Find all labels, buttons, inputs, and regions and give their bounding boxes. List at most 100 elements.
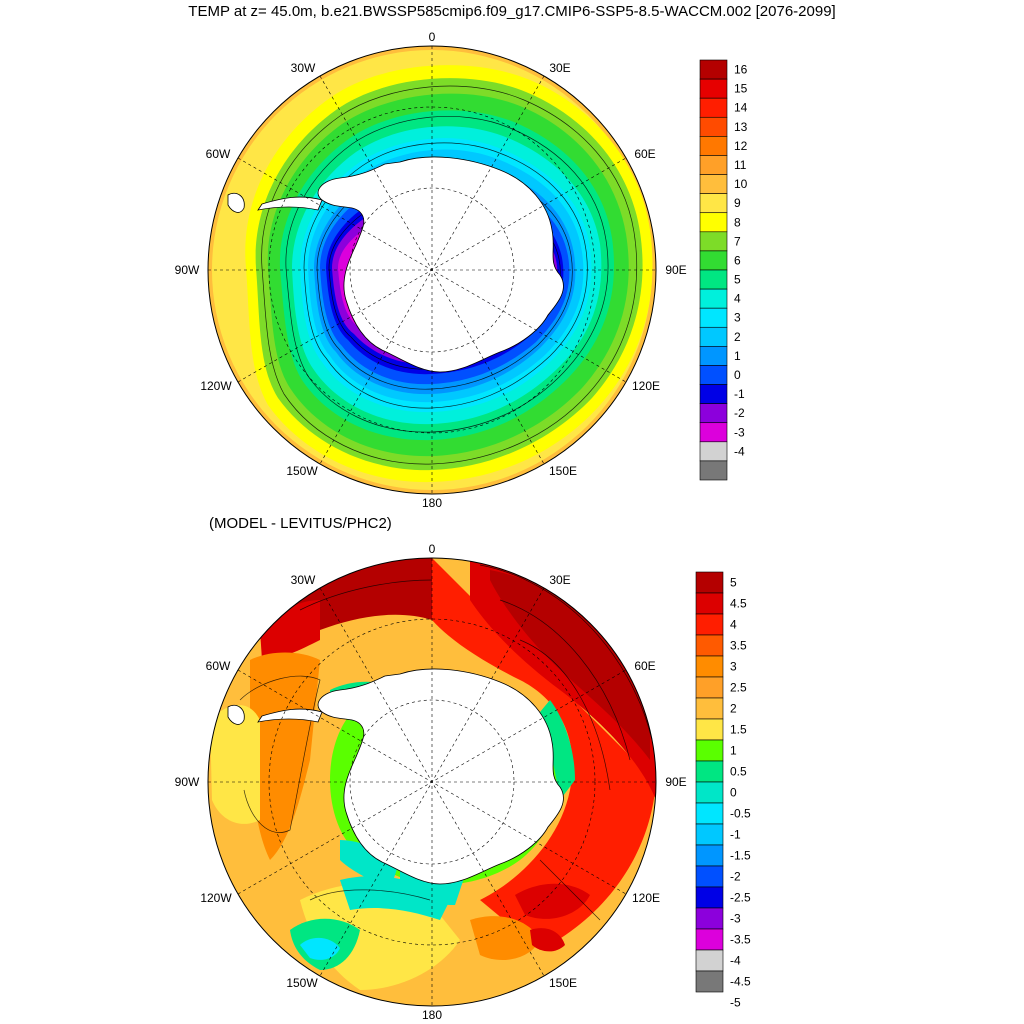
colorbar-tick-label: -4 bbox=[734, 444, 745, 458]
colorbar-tick-label: 9 bbox=[734, 196, 741, 210]
colorbar-swatch bbox=[699, 460, 728, 481]
colorbar-swatch bbox=[699, 422, 728, 443]
colorbar-swatch bbox=[695, 802, 724, 825]
colorbar-swatch bbox=[699, 193, 728, 214]
colorbar-swatch bbox=[699, 365, 728, 385]
colorbar-tick-label: -1 bbox=[730, 828, 741, 842]
colorbar-swatch bbox=[695, 907, 724, 930]
lon-label-150w: 150W bbox=[286, 464, 318, 478]
lon-label-120e: 120E bbox=[632, 379, 660, 393]
lon-label-90w: 90W bbox=[175, 775, 200, 789]
colorbar-tick-label: 1.5 bbox=[730, 723, 747, 737]
difference-colorbar: 5 4.5 4 3.5 3 2.5 2 1.5 1 0.5 0 -0.5 -1 -1.5 -2 -2.5 -3 -… bbox=[695, 571, 751, 1010]
colorbar-tick-label: 0 bbox=[730, 786, 737, 800]
plot-title: TEMP at z= 45.0m, b.e21.BWSSP585cmip6.f0… bbox=[188, 3, 836, 20]
colorbar-tick-label: -2 bbox=[730, 870, 741, 884]
colorbar-swatch bbox=[699, 212, 728, 233]
difference-plot-title: (MODEL - LEVITUS/PHC2) bbox=[209, 515, 392, 532]
lon-label-60w: 60W bbox=[206, 659, 231, 673]
colorbar-swatch bbox=[695, 886, 724, 909]
colorbar-swatch bbox=[695, 592, 724, 615]
lon-label-60w: 60W bbox=[206, 147, 231, 161]
lon-label-150w: 150W bbox=[286, 976, 318, 990]
colorbar-tick-label: 7 bbox=[734, 234, 741, 248]
lon-label-90e: 90E bbox=[665, 263, 686, 277]
colorbar-tick-label: -3 bbox=[734, 425, 745, 439]
lon-label-30w: 30W bbox=[291, 61, 316, 75]
colorbar-tick-label: 4 bbox=[734, 292, 741, 306]
lon-label-150e: 150E bbox=[549, 464, 577, 478]
colorbar-tick-label: 2.5 bbox=[730, 681, 747, 695]
temperature-polar-map: 0 30E 60E 90E 120E 150E 180 150W 120W 9 0… bbox=[175, 30, 748, 510]
colorbar-tick-label: 6 bbox=[734, 253, 741, 267]
colorbar-swatch bbox=[699, 59, 728, 80]
colorbar-tick-label: 8 bbox=[734, 215, 741, 229]
colorbar-tick-label: -4.5 bbox=[730, 975, 751, 989]
colorbar-tick-label: -1.5 bbox=[730, 849, 751, 863]
colorbar-swatch bbox=[695, 760, 724, 783]
colorbar-swatch bbox=[695, 928, 724, 951]
colorbar-tick-label: 13 bbox=[734, 120, 748, 134]
colorbar-tick-label: 4.5 bbox=[730, 597, 747, 611]
colorbar-tick-label: -1 bbox=[734, 387, 745, 401]
lon-label-60e: 60E bbox=[634, 147, 655, 161]
colorbar-swatch bbox=[699, 441, 728, 462]
difference-polar-map: 0 30E 60E 90E 120E 150E 180 150W 120W 90… bbox=[175, 542, 751, 1022]
colorbar-tick-label: 0 bbox=[734, 368, 741, 382]
colorbar-swatch bbox=[699, 136, 728, 156]
colorbar-swatch bbox=[699, 288, 728, 309]
lon-label-90e: 90E bbox=[665, 775, 686, 789]
lon-label-0: 0 bbox=[429, 542, 436, 556]
colorbar-swatch bbox=[699, 231, 728, 252]
colorbar-tick-label: 11 bbox=[734, 158, 747, 172]
colorbar-tick-label: 1 bbox=[730, 744, 737, 758]
colorbar-tick-label: -3 bbox=[730, 912, 741, 926]
lon-label-30e: 30E bbox=[549, 573, 570, 587]
lon-label-180: 180 bbox=[422, 1008, 442, 1022]
lon-label-150e: 150E bbox=[549, 976, 577, 990]
colorbar-tick-label: 4 bbox=[730, 618, 737, 632]
colorbar-swatch bbox=[699, 307, 728, 328]
colorbar-swatch bbox=[695, 844, 724, 867]
colorbar-tick-label: 3.5 bbox=[730, 639, 747, 653]
colorbar-tick-label: -3.5 bbox=[730, 933, 751, 947]
colorbar-tick-label: 0.5 bbox=[730, 765, 747, 779]
colorbar-tick-label: 3 bbox=[730, 660, 737, 674]
lon-label-180: 180 bbox=[422, 496, 442, 510]
colorbar-tick-label: -5 bbox=[730, 996, 741, 1010]
colorbar-swatch bbox=[699, 403, 728, 424]
lon-label-0: 0 bbox=[429, 30, 436, 44]
colorbar-swatch bbox=[695, 676, 724, 699]
lon-label-60e: 60E bbox=[634, 659, 655, 673]
colorbar-swatch bbox=[699, 155, 728, 175]
colorbar-swatch bbox=[699, 384, 728, 404]
colorbar-tick-label: -4 bbox=[730, 954, 741, 968]
lon-label-30w: 30W bbox=[291, 573, 316, 587]
colorbar-swatch bbox=[699, 269, 728, 290]
lon-label-120e: 120E bbox=[632, 891, 660, 905]
lon-label-120w: 120W bbox=[200, 379, 232, 393]
colorbar-swatch bbox=[699, 346, 728, 366]
colorbar-swatch bbox=[695, 634, 724, 657]
colorbar-swatch bbox=[699, 250, 728, 271]
colorbar-swatch bbox=[699, 326, 728, 347]
colorbar-swatch bbox=[695, 739, 724, 762]
colorbar-swatch bbox=[699, 174, 728, 194]
lon-label-30e: 30E bbox=[549, 61, 570, 75]
colorbar-swatch bbox=[695, 571, 724, 594]
colorbar-tick-label: 1 bbox=[734, 349, 741, 363]
colorbar-tick-label: 5 bbox=[734, 273, 741, 287]
colorbar-swatch bbox=[695, 655, 724, 678]
colorbar-tick-label: 16 bbox=[734, 63, 748, 77]
colorbar-swatch bbox=[699, 97, 728, 118]
colorbar-tick-label: 10 bbox=[734, 177, 748, 191]
colorbar-swatch bbox=[695, 718, 724, 741]
colorbar-tick-label: -2 bbox=[734, 406, 745, 420]
colorbar-tick-label: 14 bbox=[734, 101, 748, 115]
colorbar-tick-label: -0.5 bbox=[730, 807, 751, 821]
difference-field bbox=[208, 558, 656, 1006]
colorbar-swatch bbox=[695, 697, 724, 720]
colorbar-swatch bbox=[695, 865, 724, 888]
